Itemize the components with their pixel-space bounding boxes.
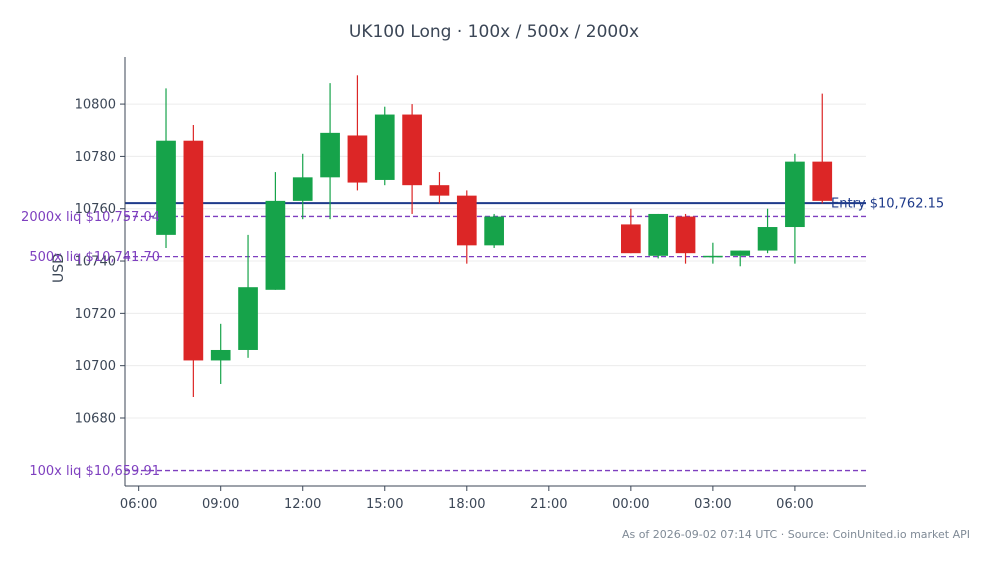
x-tick-label: 12:00 [284,497,321,512]
candle-up [374,106,395,186]
candle-body [812,161,833,201]
entry-label: Entry $10,762.15 [831,197,944,212]
candle-body [402,114,422,186]
x-tick-label: 18:00 [448,497,485,512]
candle-up [265,172,286,290]
x-tick-label: 06:00 [776,497,813,512]
x-tick-label: 09:00 [202,497,239,512]
candle-up [238,234,258,358]
candle-body [183,140,204,361]
y-tick-label: 10720 [75,307,116,322]
y-axis-title: USD [51,253,67,283]
candle-body [785,161,805,228]
candle-body [456,195,477,246]
x-tick-label: 21:00 [530,497,567,512]
y-tick-label: 10700 [75,359,116,374]
candle-body [730,250,751,256]
grid [125,103,866,419]
candle-up [730,250,751,267]
x-tick-label: 06:00 [120,497,157,512]
candle-up [320,83,340,220]
candle-up [292,153,313,220]
candle-body [265,200,286,290]
candle-down [621,208,641,254]
y-tick-label: 10760 [75,202,116,217]
x-tick-label: 15:00 [366,497,403,512]
y-tick-label: 10780 [75,150,116,165]
y-tick-label: 10680 [75,411,116,426]
candle-down [429,172,450,204]
x-tick-label: 00:00 [612,497,649,512]
candle-body [429,185,450,196]
candle-body [648,213,669,256]
reference-labels: Entry $10,762.15 2000x liq $10,757.04 500x… [21,197,944,479]
candle-body [675,216,696,254]
candle-body [621,224,641,254]
candle-down [812,93,833,204]
y-axis-ticks: 10680 10700 10720 10740 10760 10780 10800 [75,98,125,426]
x-axis-ticks: 06:00 09:00 12:00 15:00 18:00 21:00 00:00 03:00… [120,486,814,512]
candles [156,75,833,398]
candle-body [238,287,258,350]
chart-title: UK100 Long · 100x / 500x / 2000x [349,22,639,42]
candle-body [156,140,176,235]
candle-up [648,213,669,259]
candle-up [484,213,504,248]
candle-body [703,255,723,258]
candle-body [374,114,395,180]
candle-down [347,75,368,191]
y-tick-label: 10800 [75,98,116,113]
liquidation-label: 100x liq $10,659.91 [29,464,160,479]
candle-up [757,208,778,254]
x-tick-label: 03:00 [694,497,731,512]
candle-body [210,349,231,361]
candle-down [183,125,204,398]
candle-up [785,153,805,264]
candle-down [456,190,477,264]
candle-down [675,213,696,264]
candle-body [757,227,778,251]
candle-down [402,104,422,214]
footer-caption: As of 2026-09-02 07:14 UTC · Source: Coi… [622,528,970,541]
candle-body [484,216,504,246]
liquidation-label: 2000x liq $10,757.04 [21,210,160,225]
candle-body [347,135,368,183]
candle-up [703,242,723,264]
candle-up [210,323,231,384]
candle-up [156,88,176,248]
candle-body [320,132,340,178]
liquidation-label: 500x liq $10,741.70 [29,250,160,265]
candle-body [292,177,313,201]
y-tick-label: 10740 [75,255,116,270]
